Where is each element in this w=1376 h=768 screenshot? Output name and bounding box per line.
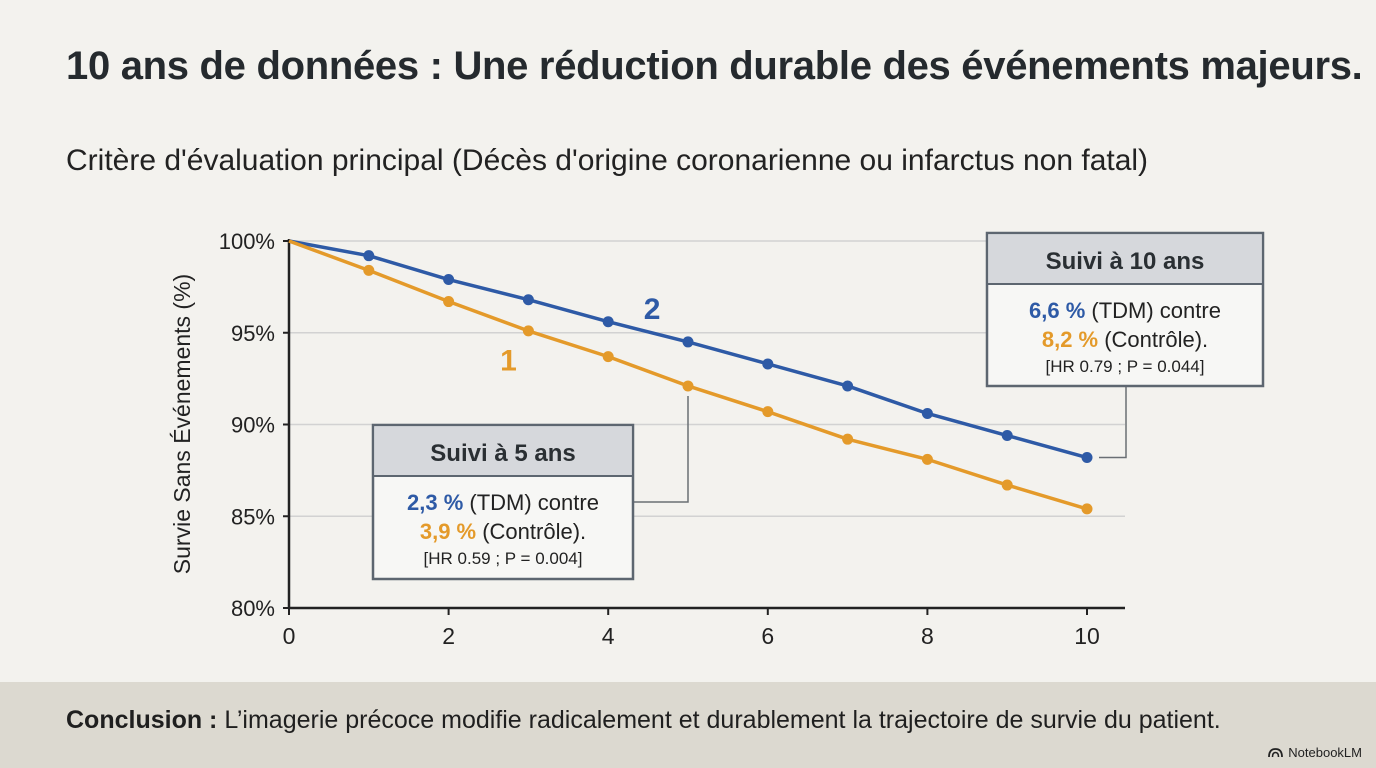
data-point-control (522, 325, 534, 337)
page-title: 10 ans de données : Une réduction durabl… (66, 44, 1363, 88)
survival-chart: 80% 85% 90% 95% 100% 0 2 4 6 8 10 Survie Sans Événe… (169, 229, 1265, 649)
data-point-control (1001, 479, 1013, 491)
x-tick-label: 6 (761, 623, 774, 649)
control-text: (Contrôle). (1098, 327, 1208, 352)
x-tick-label: 10 (1074, 623, 1100, 649)
data-point-tdm (602, 316, 614, 328)
conclusion: Conclusion : L’imagerie précoce modifie … (66, 706, 1221, 735)
footer-bar: Conclusion : L’imagerie précoce modifie … (0, 682, 1376, 768)
callout-line-control: 8,2 % (Contrôle). (1042, 327, 1208, 352)
chart-subtitle: Critère d'évaluation principal (Décès d'… (66, 144, 1149, 177)
data-point-control (842, 433, 854, 445)
brand-logo: NotebookLM (1268, 745, 1362, 760)
data-point-control (762, 406, 774, 418)
conclusion-label: Conclusion : (66, 706, 218, 734)
brand-name: NotebookLM (1288, 745, 1362, 760)
data-point-tdm (682, 336, 694, 348)
callout-header (374, 426, 632, 477)
callout-header (988, 234, 1262, 285)
callout-line-control: 3,9 % (Contrôle). (420, 519, 586, 544)
callout-leader (1099, 386, 1127, 459)
y-tick-label: 90% (231, 413, 275, 438)
notebooklm-icon (1268, 747, 1284, 757)
control-value: 3,9 % (420, 519, 476, 544)
data-point-tdm (762, 358, 774, 370)
tdm-value: 2,3 % (407, 490, 463, 515)
tdm-text: (TDM) contre (1085, 298, 1221, 323)
series-label-control: 1 (500, 344, 517, 377)
data-point-tdm (921, 407, 933, 419)
data-point-control (921, 453, 933, 465)
data-point-tdm (842, 380, 854, 392)
control-text: (Contrôle). (476, 519, 586, 544)
callout-line-tdm: 6,6 % (TDM) contre (1029, 298, 1221, 323)
callout-stats: [HR 0.59 ; P = 0.004] (424, 549, 583, 568)
data-point-tdm (522, 294, 534, 306)
data-point-tdm (1001, 430, 1013, 442)
data-point-tdm (443, 274, 455, 286)
callout-10-ans: Suivi à 10 ans 6,6 % (TDM) contre 8,2 % (C… (985, 231, 1265, 459)
callout-stats: [HR 0.79 ; P = 0.044] (1046, 357, 1205, 376)
data-point-control (602, 351, 614, 363)
y-tick-label: 80% (231, 596, 275, 621)
data-point-tdm (363, 250, 375, 262)
y-tick-label: 95% (231, 321, 275, 346)
data-point-control (682, 380, 694, 392)
x-tick-label: 4 (602, 623, 615, 649)
y-tick-label: 100% (219, 229, 275, 254)
tdm-text: (TDM) contre (463, 490, 599, 515)
callout-line-tdm: 2,3 % (TDM) contre (407, 490, 599, 515)
x-tick-label: 0 (283, 623, 296, 649)
series-label-tdm: 2 (644, 293, 661, 326)
x-tick-label: 8 (921, 623, 934, 649)
data-point-control (1081, 503, 1093, 515)
callout-title: Suivi à 5 ans (430, 440, 575, 467)
data-point-tdm (1081, 452, 1093, 464)
control-value: 8,2 % (1042, 327, 1098, 352)
conclusion-text: L’imagerie précoce modifie radicalement … (217, 706, 1221, 734)
x-tick-label: 2 (442, 623, 455, 649)
data-point-control (363, 264, 375, 276)
data-point-control (443, 296, 455, 308)
tdm-value: 6,6 % (1029, 298, 1085, 323)
y-axis-label: Survie Sans Événements (%) (169, 274, 195, 574)
callout-leader (633, 395, 689, 503)
y-tick-label: 85% (231, 504, 275, 529)
callout-5-ans: Suivi à 5 ans 2,3 % (TDM) contre 3,9 % (Co… (371, 395, 689, 581)
callout-title: Suivi à 10 ans (1046, 248, 1205, 275)
